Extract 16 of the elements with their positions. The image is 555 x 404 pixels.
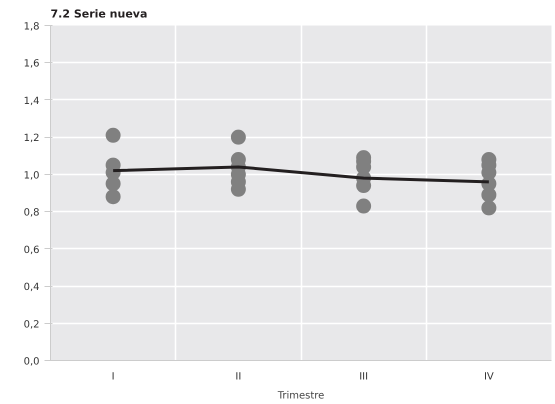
y-tick-label: 1,4 [24, 96, 40, 107]
y-tick-label: 1,2 [24, 133, 40, 144]
x-tick-label: II [235, 372, 242, 382]
x-tick-label: IV [484, 372, 494, 382]
y-tick-label: 1,0 [24, 170, 40, 182]
x-axis-title: Trimestre [276, 390, 324, 402]
y-tick-label: 0,2 [24, 319, 40, 330]
chart-title: 7.2 Serie nueva [50, 8, 148, 20]
y-tick-label: 0,8 [24, 208, 40, 219]
x-tick-label: III [359, 372, 368, 382]
y-tick-label: 1,6 [24, 58, 40, 70]
x-tick-label: I [112, 372, 115, 382]
y-tick-label: 1,8 [24, 22, 40, 32]
y-tick-label: 0,4 [24, 282, 40, 294]
y-tick-label: 0,6 [24, 244, 40, 256]
y-tick-label: 0,0 [24, 356, 40, 368]
